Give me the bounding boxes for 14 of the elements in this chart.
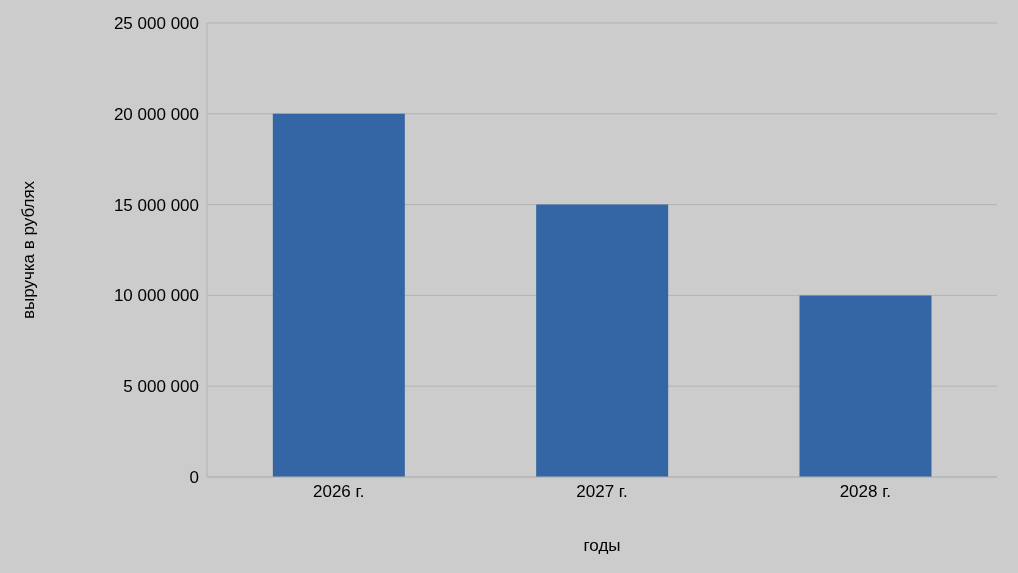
y-tick-label: 5 000 000 — [123, 377, 199, 397]
x-axis-title: годы — [583, 536, 621, 555]
y-tick-label: 25 000 000 — [113, 14, 199, 34]
x-tick-label: 2026 г. — [312, 482, 365, 502]
bar — [536, 204, 669, 477]
x-tick-label: 2027 г. — [576, 482, 628, 502]
y-tick-label: 20 000 000 — [113, 104, 199, 124]
bar — [272, 113, 405, 477]
y-tick-label: 10 000 000 — [113, 286, 199, 306]
bar — [799, 295, 932, 477]
y-tick-label: 15 000 000 — [113, 195, 199, 215]
x-tick-label: 2028 г. — [839, 482, 892, 502]
y-axis-title: выручка в рублях — [19, 180, 39, 320]
y-tick-label: 0 — [189, 468, 199, 488]
